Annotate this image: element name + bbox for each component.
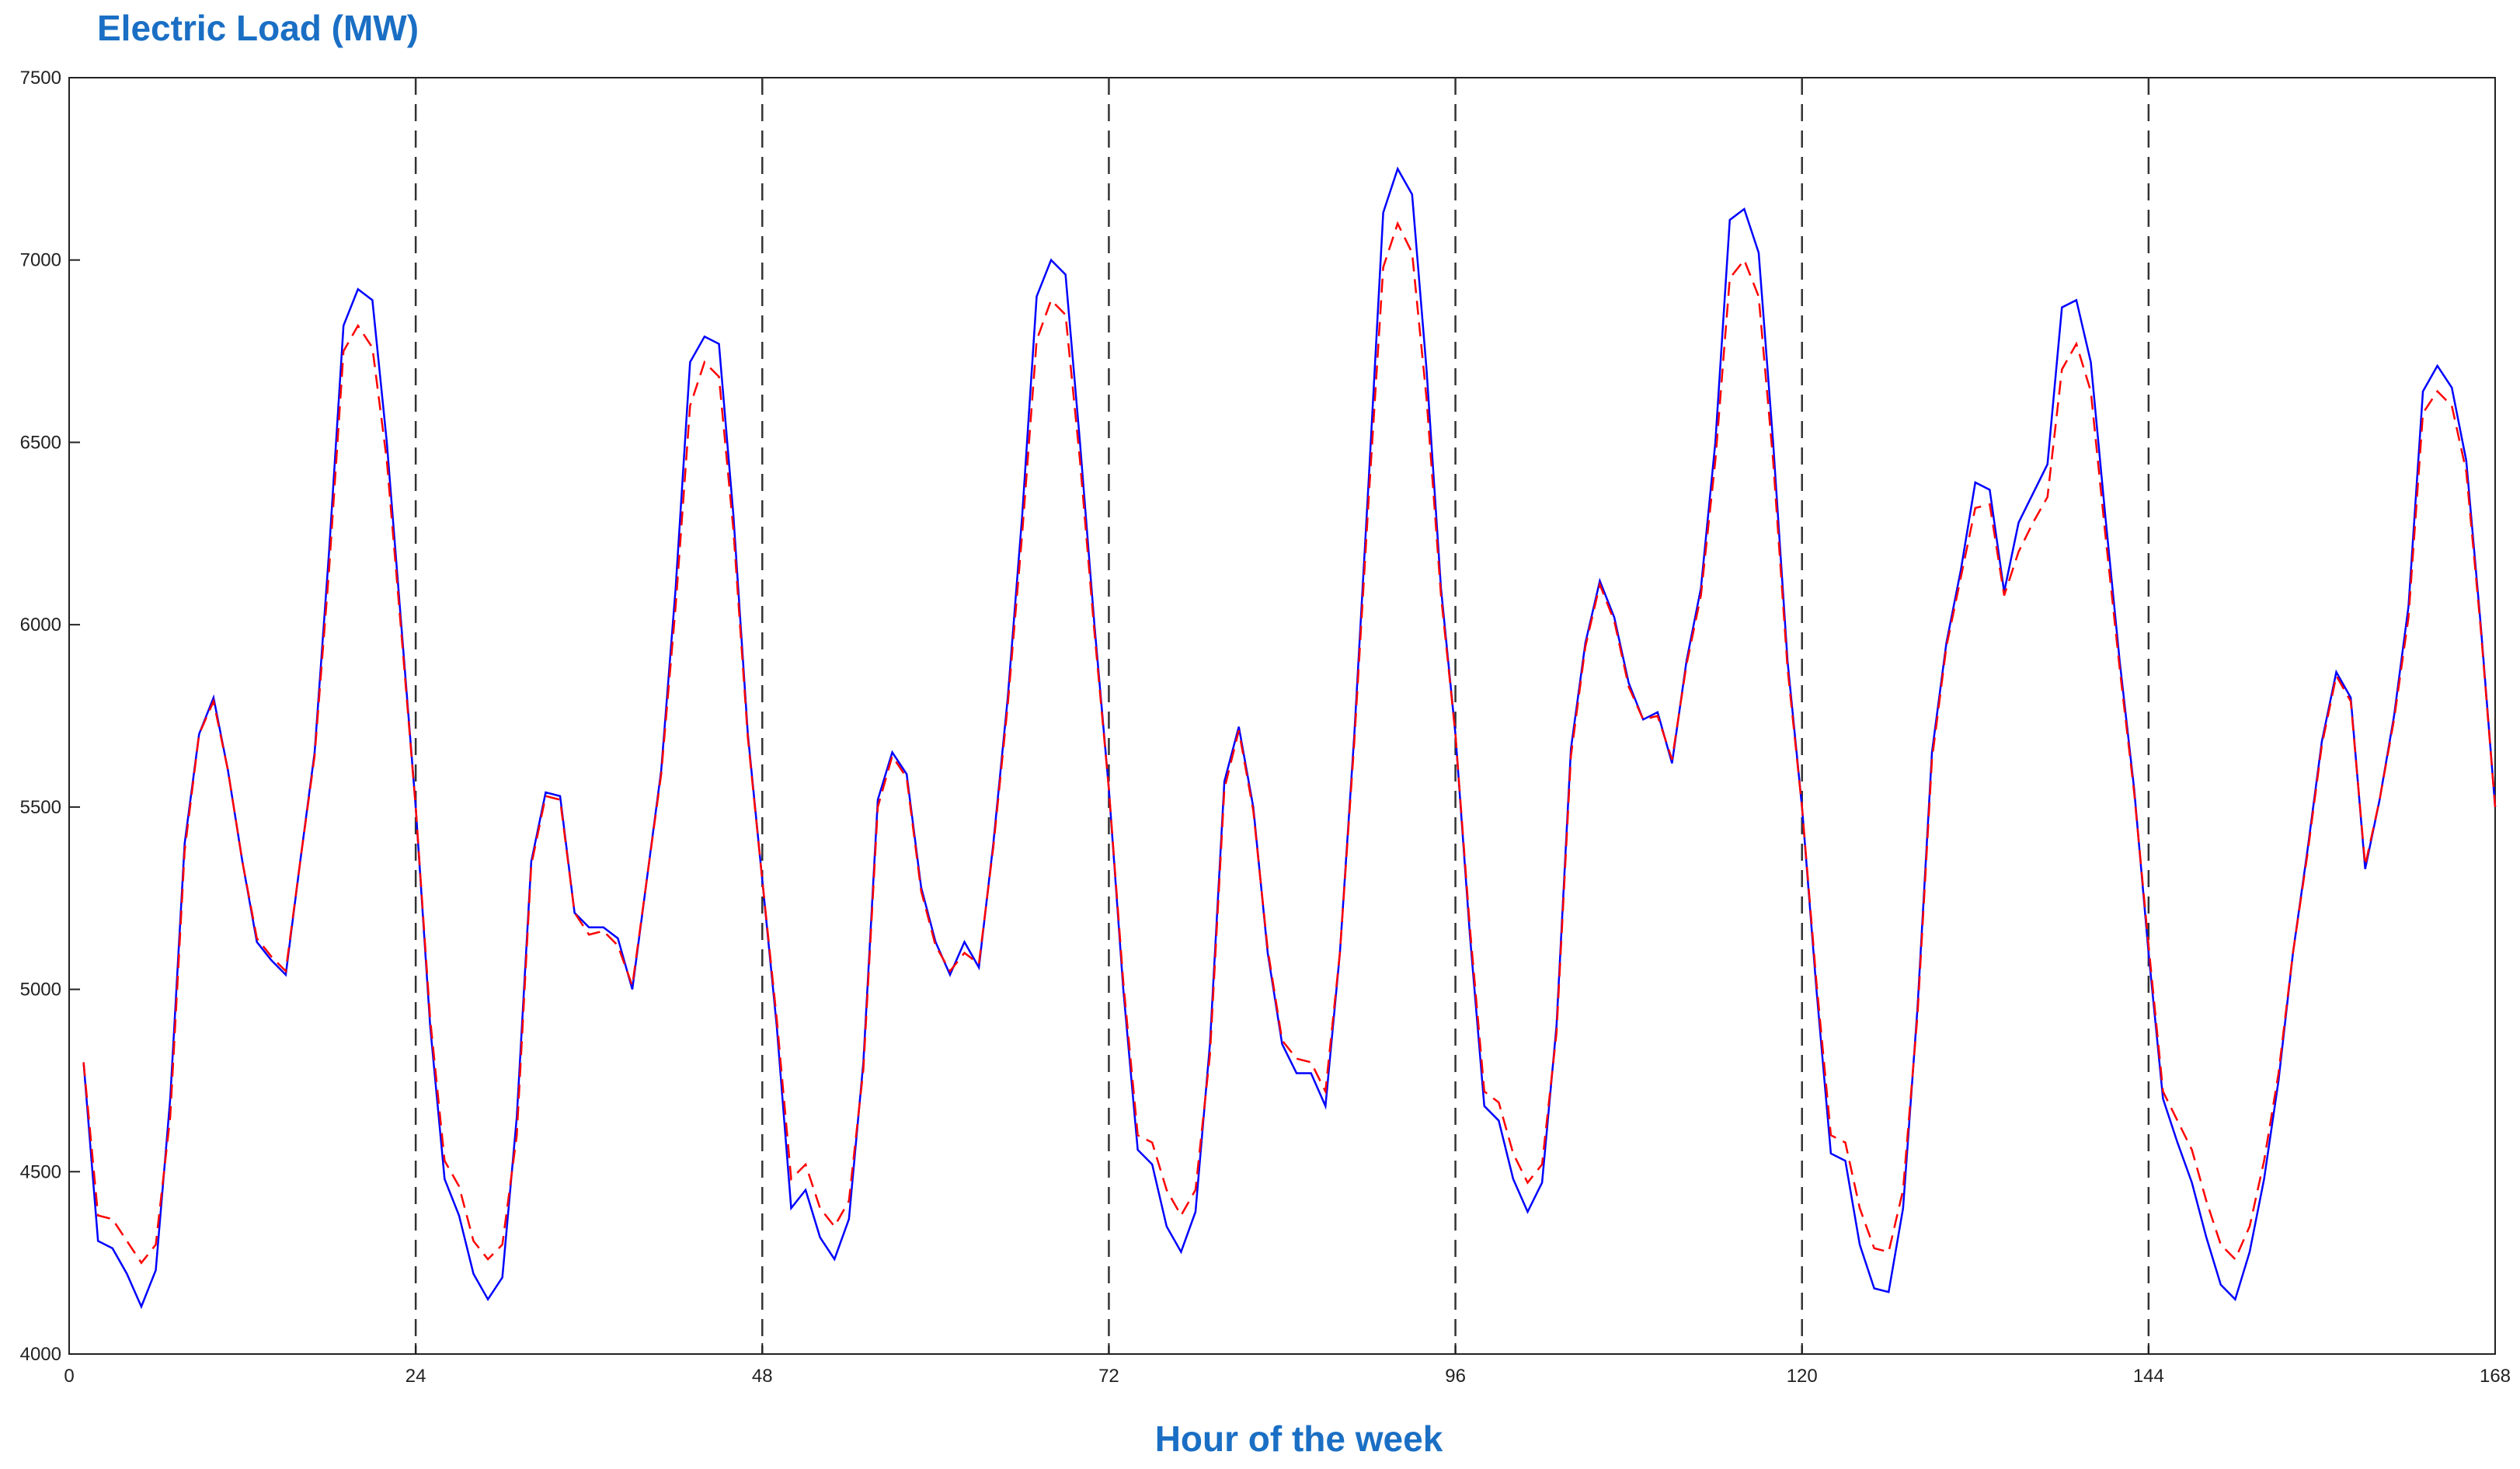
y-tick-label: 6500	[20, 432, 61, 453]
x-tick-label: 24	[405, 1366, 426, 1387]
y-tick-label: 7000	[20, 250, 61, 271]
x-tick-label: 120	[1787, 1366, 1818, 1387]
plot-frame	[68, 77, 2496, 1355]
x-tick-label: 168	[2480, 1366, 2511, 1387]
x-tick-label: 96	[1445, 1366, 1466, 1387]
x-tick-label: 48	[752, 1366, 773, 1387]
x-tick-label: 144	[2133, 1366, 2164, 1387]
series-line	[82, 221, 2497, 1265]
x-tick-label: 72	[1098, 1366, 1119, 1387]
y-tick-label: 4500	[20, 1161, 61, 1182]
x-axis-label: Hour of the week	[1155, 1419, 1443, 1459]
y-tick-label: 4000	[20, 1344, 61, 1365]
x-tick-label: 0	[64, 1366, 74, 1387]
y-tick-label: 6000	[20, 614, 61, 635]
chart-title: Electric Load (MW)	[97, 8, 419, 48]
series-line	[82, 166, 2497, 1310]
y-tick-label: 7500	[20, 68, 61, 89]
y-tick-label: 5000	[20, 980, 61, 1001]
y-tick-label: 5500	[20, 797, 61, 818]
